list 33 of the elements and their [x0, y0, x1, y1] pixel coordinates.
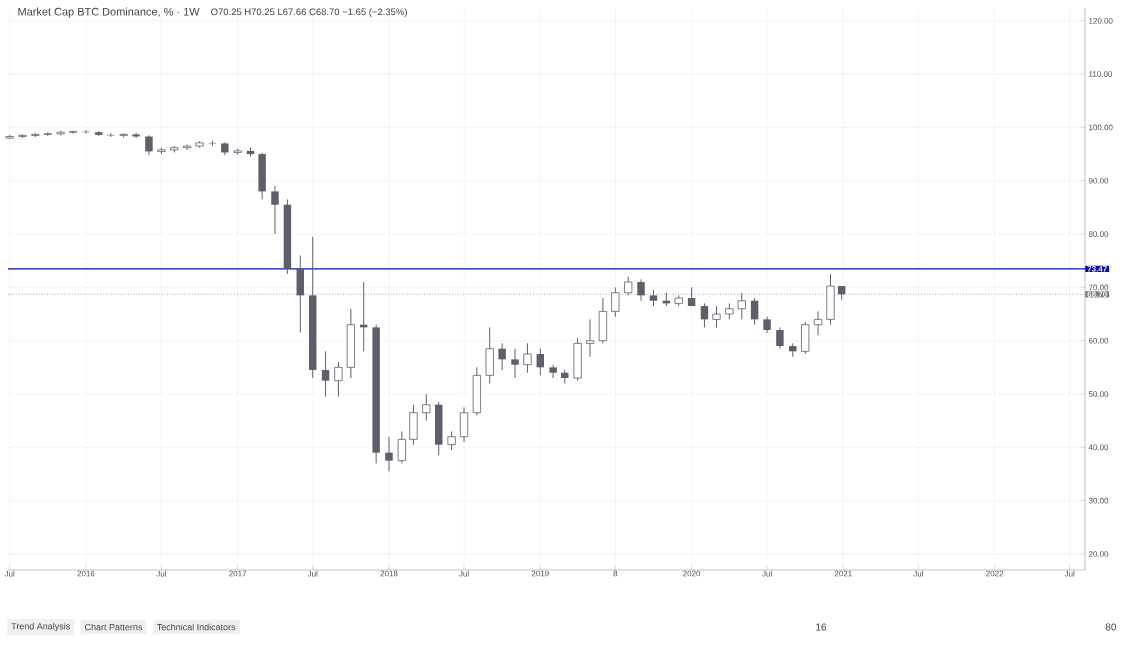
chart-title: Market Cap BTC Dominance, % · 1W: [18, 7, 200, 18]
text: 16: [816, 623, 827, 631]
candlestick: [422, 393, 431, 422]
candlestick: [397, 430, 406, 464]
candlestick: [637, 278, 645, 302]
candlestick: [334, 361, 343, 398]
candlestick: [271, 185, 279, 235]
candlestick: [182, 143, 192, 151]
candlestick: [624, 276, 633, 296]
candlestick: [750, 297, 759, 326]
candlestick: [511, 348, 519, 379]
chart-subtitle: O70.25 H70.25 L67.66 C68.70 −1.65 (−2.35%): [211, 8, 407, 18]
candlestick: [447, 430, 456, 451]
candlestick: [536, 348, 545, 376]
candlestick: [700, 302, 709, 328]
text: Trend Analysis: [11, 622, 70, 632]
text: 80: [1105, 623, 1117, 631]
candlestick: [523, 342, 532, 374]
candlestick: [145, 134, 153, 156]
candlestick: [585, 318, 595, 358]
candlestick: [321, 350, 330, 398]
candlestick: [498, 342, 506, 371]
candlestick: [132, 132, 140, 139]
candlestick: [737, 292, 746, 320]
candlestick: [385, 436, 393, 472]
candlestick: [776, 326, 784, 350]
candlestick: [813, 310, 823, 336]
text: Chart Patterns: [85, 623, 143, 631]
candlestick: [549, 364, 557, 379]
candlestick: [459, 406, 469, 443]
candlestick: [611, 286, 620, 318]
text: Technical Indicators: [156, 623, 236, 631]
candlestick: [712, 305, 721, 328]
